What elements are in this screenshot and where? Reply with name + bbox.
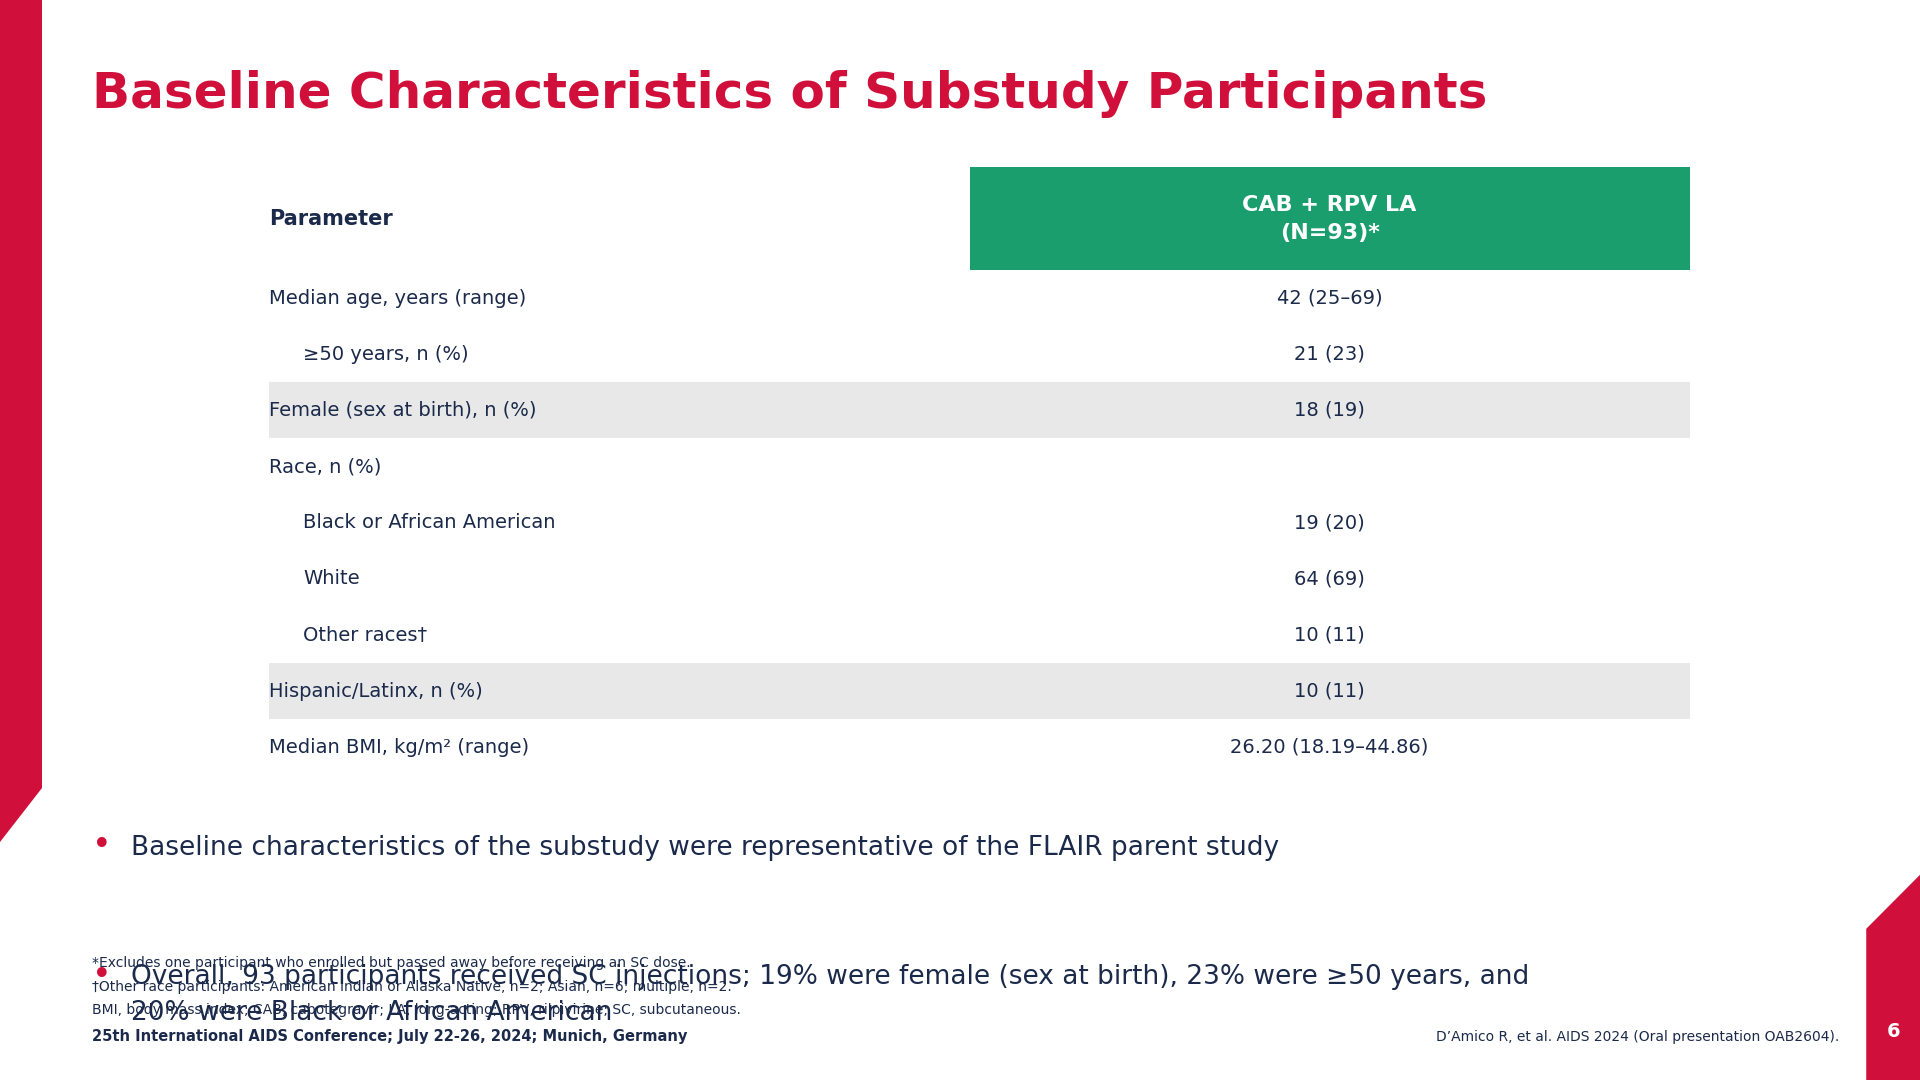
Text: 21 (23): 21 (23) [1294, 345, 1365, 364]
Text: †Other race participants: American Indian or Alaska Native, n=2; Asian, n=6; mul: †Other race participants: American India… [92, 980, 732, 994]
Text: Other races†: Other races† [303, 625, 428, 645]
Text: Median age, years (range): Median age, years (range) [269, 288, 526, 308]
Text: 10 (11): 10 (11) [1294, 681, 1365, 701]
Text: 25th International AIDS Conference; July 22-26, 2024; Munich, Germany: 25th International AIDS Conference; July… [92, 1029, 687, 1044]
Text: •: • [92, 829, 111, 863]
Text: D’Amico R, et al. AIDS 2024 (Oral presentation OAB2604).: D’Amico R, et al. AIDS 2024 (Oral presen… [1436, 1030, 1839, 1044]
FancyBboxPatch shape [269, 382, 1690, 438]
Text: Baseline characteristics of the substudy were representative of the FLAIR parent: Baseline characteristics of the substudy… [131, 835, 1279, 861]
Text: Baseline Characteristics of Substudy Participants: Baseline Characteristics of Substudy Par… [92, 70, 1488, 118]
Polygon shape [1866, 875, 1920, 1080]
Text: 19 (20): 19 (20) [1294, 513, 1365, 532]
Text: White: White [303, 569, 359, 589]
Text: *Excludes one participant who enrolled but passed away before receiving an SC do: *Excludes one participant who enrolled b… [92, 956, 691, 970]
Text: Black or African American: Black or African American [303, 513, 557, 532]
Text: 64 (69): 64 (69) [1294, 569, 1365, 589]
Text: ≥50 years, n (%): ≥50 years, n (%) [303, 345, 468, 364]
Text: Race, n (%): Race, n (%) [269, 457, 382, 476]
FancyBboxPatch shape [269, 663, 1690, 719]
FancyBboxPatch shape [970, 167, 1690, 270]
Text: 6: 6 [1885, 1022, 1901, 1041]
Text: 10 (11): 10 (11) [1294, 625, 1365, 645]
Polygon shape [0, 0, 42, 842]
Text: 18 (19): 18 (19) [1294, 401, 1365, 420]
Text: Parameter: Parameter [269, 208, 392, 229]
Text: Median BMI, kg/m² (range): Median BMI, kg/m² (range) [269, 738, 528, 757]
Text: BMI, body mass index; CAB, cabotegravir; LA, long-acting; RPV, rilpivirine; SC, : BMI, body mass index; CAB, cabotegravir;… [92, 1003, 741, 1017]
Text: Female (sex at birth), n (%): Female (sex at birth), n (%) [269, 401, 536, 420]
Text: •: • [92, 959, 111, 993]
Text: CAB + RPV LA
(N=93)*: CAB + RPV LA (N=93)* [1242, 194, 1417, 243]
Text: Hispanic/Latinx, n (%): Hispanic/Latinx, n (%) [269, 681, 482, 701]
Text: 26.20 (18.19–44.86): 26.20 (18.19–44.86) [1231, 738, 1428, 757]
Text: 42 (25–69): 42 (25–69) [1277, 288, 1382, 308]
Text: Overall, 93 participants received SC injections; 19% were female (sex at birth),: Overall, 93 participants received SC inj… [131, 964, 1528, 1026]
